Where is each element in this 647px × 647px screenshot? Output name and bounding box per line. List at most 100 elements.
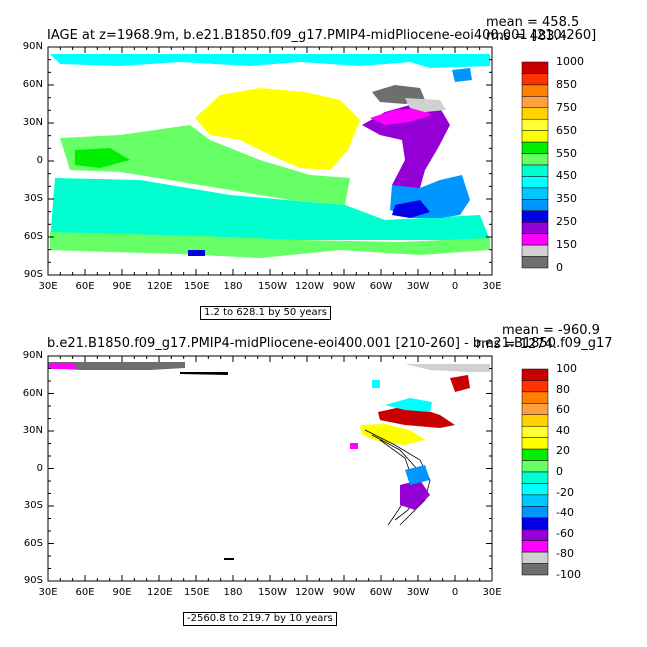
colorbar-label: 0 bbox=[556, 261, 563, 274]
panel2-atlantic-cyan bbox=[385, 398, 432, 412]
panel1-ticks bbox=[47, 46, 493, 276]
lon-label: 120W bbox=[295, 281, 324, 292]
colorbar-swatch bbox=[521, 551, 549, 564]
colorbar-label: 1000 bbox=[556, 55, 584, 68]
panel1-atlantic-purple bbox=[362, 105, 450, 205]
colorbar-label: 650 bbox=[556, 123, 577, 137]
lon-label: 150E bbox=[184, 281, 210, 292]
colorbar-swatch bbox=[521, 130, 549, 143]
colorbar-label: 80 bbox=[556, 382, 570, 396]
panel2-arctic-strip bbox=[48, 362, 185, 370]
colorbar-swatch bbox=[521, 141, 549, 154]
lon-label: 120E bbox=[147, 587, 173, 598]
colorbar-label: -20 bbox=[556, 485, 574, 499]
panel2-north-red bbox=[450, 375, 470, 392]
panel2-atlantic-blue bbox=[405, 465, 430, 485]
colorbar-swatch bbox=[521, 96, 549, 109]
lat-label: 90N bbox=[22, 350, 43, 361]
panel1-north-atlantic-lightgray bbox=[405, 98, 446, 112]
panel1-mean: mean = 458.5 bbox=[486, 15, 580, 30]
panel1-pacific-green-dark bbox=[75, 148, 130, 168]
lon-label: 30E bbox=[38, 281, 58, 292]
colorbar-swatch bbox=[521, 380, 549, 393]
lat-label: 30N bbox=[22, 425, 43, 436]
panel2-antarctic-black bbox=[224, 558, 234, 560]
colorbar-label: 550 bbox=[556, 146, 577, 160]
panel2-arctic-black bbox=[180, 372, 228, 375]
colorbar-swatch bbox=[521, 176, 549, 189]
lat-label: 90S bbox=[23, 575, 43, 586]
colorbar-label: 250 bbox=[556, 215, 577, 229]
panel2-atlantic-purple bbox=[400, 480, 430, 510]
panel1-pacific-green bbox=[60, 125, 350, 205]
colorbar-swatch bbox=[521, 61, 549, 74]
colorbar-swatch bbox=[521, 187, 549, 200]
panel2-atlantic-yellow bbox=[360, 424, 425, 445]
panel2-rms: rms = 1274. bbox=[476, 337, 557, 352]
lon-label: 60W bbox=[369, 587, 393, 598]
colorbar-swatch bbox=[521, 84, 549, 97]
lon-label: 90W bbox=[332, 281, 356, 292]
colorbar-swatch bbox=[521, 425, 549, 438]
panel2-atlantic-red bbox=[378, 405, 455, 428]
colorbar-swatch bbox=[521, 414, 549, 427]
colorbar-label: -100 bbox=[556, 568, 581, 581]
colorbar-label: -80 bbox=[556, 547, 574, 561]
lon-label: 150W bbox=[258, 281, 287, 292]
colorbar-swatch bbox=[521, 107, 549, 120]
panel2-colorbar bbox=[521, 368, 549, 576]
panel1-rms: rms = 483.4 bbox=[486, 29, 567, 44]
lon-label: 120W bbox=[295, 587, 324, 598]
colorbar-label: 850 bbox=[556, 77, 577, 91]
panel2-title: b.e21.B1850.f09_g17.PMIP4-midPliocene-eo… bbox=[47, 337, 613, 351]
colorbar-swatch bbox=[521, 403, 549, 416]
panel1-atlantic-magenta bbox=[370, 108, 432, 125]
lon-label: 30E bbox=[482, 281, 502, 292]
lat-label: 60N bbox=[22, 79, 43, 90]
colorbar-swatch bbox=[521, 494, 549, 507]
panel1-atlantic-darkblue bbox=[392, 200, 430, 218]
colorbar-swatch bbox=[521, 118, 549, 131]
panel1-antarctic-blue bbox=[188, 250, 205, 256]
colorbar-label: 20 bbox=[556, 444, 570, 458]
colorbar-label: 0 bbox=[556, 465, 563, 478]
lat-label: 90S bbox=[23, 269, 43, 280]
colorbar-label: 450 bbox=[556, 169, 577, 183]
lon-label: 90E bbox=[112, 587, 132, 598]
lon-label: 180 bbox=[223, 281, 243, 292]
lat-label: 90N bbox=[22, 41, 43, 52]
colorbar-swatch bbox=[521, 256, 549, 269]
colorbar-swatch bbox=[521, 437, 549, 450]
lon-label: 90W bbox=[332, 587, 356, 598]
colorbar-label: 100 bbox=[556, 362, 577, 375]
panel1-colorbar bbox=[521, 61, 549, 269]
colorbar-swatch bbox=[521, 563, 549, 576]
colorbar-label: 350 bbox=[556, 192, 577, 206]
colorbar-swatch bbox=[521, 517, 549, 530]
colorbar-label: 40 bbox=[556, 423, 570, 437]
panel1-contour-info: 1.2 to 628.1 by 50 years bbox=[200, 306, 331, 320]
lon-label: 60E bbox=[75, 281, 95, 292]
colorbar-label: 750 bbox=[556, 100, 577, 114]
lat-label: 30S bbox=[23, 193, 43, 204]
panel1-title: IAGE at z=1968.9m, b.e21.B1850.f09_g17.P… bbox=[47, 28, 597, 43]
lon-label: 60W bbox=[369, 281, 393, 292]
panel1-southern-cyan bbox=[50, 178, 490, 240]
lon-label: 0 bbox=[451, 587, 459, 598]
lon-label: 150W bbox=[258, 587, 287, 598]
colorbar-swatch bbox=[521, 391, 549, 404]
colorbar-label: -40 bbox=[556, 506, 574, 520]
colorbar-swatch bbox=[521, 368, 549, 381]
panel2-north-gray bbox=[405, 364, 490, 372]
lon-label: 60E bbox=[75, 587, 95, 598]
colorbar-swatch bbox=[521, 460, 549, 473]
colorbar-label: 60 bbox=[556, 403, 570, 417]
colorbar-swatch bbox=[521, 448, 549, 461]
lon-label: 30W bbox=[406, 587, 430, 598]
colorbar-label: 150 bbox=[556, 238, 577, 252]
panel2-arctic-magenta bbox=[50, 363, 75, 369]
colorbar-swatch bbox=[521, 471, 549, 484]
lat-label: 60N bbox=[22, 387, 43, 399]
